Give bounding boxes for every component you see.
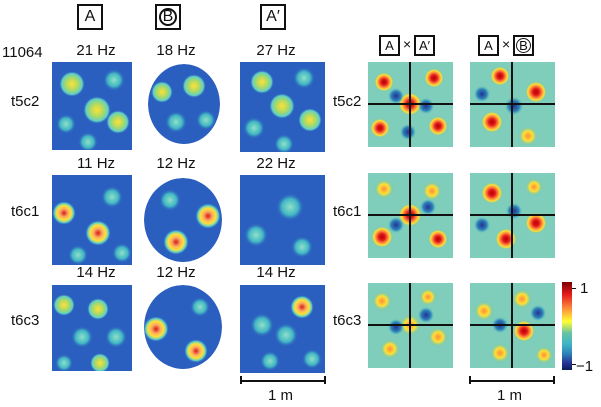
condition-icon-a: A xyxy=(77,4,103,30)
colorbar-min-label: −1 xyxy=(576,358,594,375)
scalebar-left-label: 1 m xyxy=(268,387,294,404)
rate-label: 12 Hz xyxy=(156,264,196,281)
rate-map-t6c1-b xyxy=(144,178,222,262)
cell-label-left: t6c1 xyxy=(11,203,40,220)
scalebar-left xyxy=(241,380,325,382)
crosscorr-t6c1-aa xyxy=(368,173,453,258)
rate-label: 14 Hz xyxy=(76,264,116,281)
rate-map-t5c2-a-prime xyxy=(240,62,325,152)
crosscorr-t6c3-ab xyxy=(470,283,555,368)
crosscorr-t6c1-ab xyxy=(470,173,555,258)
condition-icon-a-prime: A′ xyxy=(260,4,286,30)
scalebar-right-tick xyxy=(469,376,471,384)
cell-label-right: t6c1 xyxy=(333,203,362,220)
corr-header-a-icon: A xyxy=(478,35,499,56)
rate-map-t5c2-a xyxy=(52,62,132,150)
times-symbol: × xyxy=(502,36,511,52)
rate-map-t6c3-b xyxy=(144,285,222,369)
scalebar-right-tick xyxy=(553,376,555,384)
condition-icon-b: B xyxy=(155,4,181,30)
circle-arena-icon xyxy=(516,38,531,53)
cell-label-right: t6c3 xyxy=(333,312,362,329)
corr-header-a-icon: A xyxy=(379,35,400,56)
rate-label: 14 Hz xyxy=(256,264,296,281)
rate-label: 18 Hz xyxy=(156,42,196,59)
scalebar-right xyxy=(470,380,554,382)
circle-arena-icon xyxy=(159,8,177,26)
scalebar-right-label: 1 m xyxy=(497,387,523,404)
scalebar-left-tick xyxy=(324,376,326,384)
colorbar-max-label: 1 xyxy=(580,280,589,297)
crosscorr-t5c2-ab xyxy=(470,62,555,147)
corr-header-a-prime-icon: A′ xyxy=(414,35,435,56)
rate-label: 27 Hz xyxy=(256,42,296,59)
crosscorr-t5c2-aa xyxy=(368,62,453,147)
corr-header-b-icon: B xyxy=(513,35,534,56)
scalebar-left-tick xyxy=(240,376,242,384)
colorbar-tick-min xyxy=(572,364,576,365)
rate-map-t5c2-b xyxy=(148,64,220,144)
colorbar xyxy=(562,282,572,370)
crosscorr-t6c3-aa xyxy=(368,283,453,368)
times-symbol: × xyxy=(403,36,412,52)
rate-map-t6c1-a xyxy=(52,175,132,265)
colorbar-tick-max xyxy=(572,288,576,289)
cell-label-right: t5c2 xyxy=(333,93,362,110)
rate-map-t6c1-a-prime xyxy=(240,175,325,265)
rate-label: 11 Hz xyxy=(76,155,116,172)
rate-label: 12 Hz xyxy=(156,155,196,172)
rate-map-t6c3-a-prime xyxy=(240,285,325,373)
rate-map-t6c3-a xyxy=(52,285,132,371)
rat-id-label: 11064 xyxy=(2,44,43,61)
rate-label: 21 Hz xyxy=(76,42,116,59)
cell-label-left: t5c2 xyxy=(11,93,40,110)
cell-label-left: t6c3 xyxy=(11,312,40,329)
rate-label: 22 Hz xyxy=(256,155,296,172)
